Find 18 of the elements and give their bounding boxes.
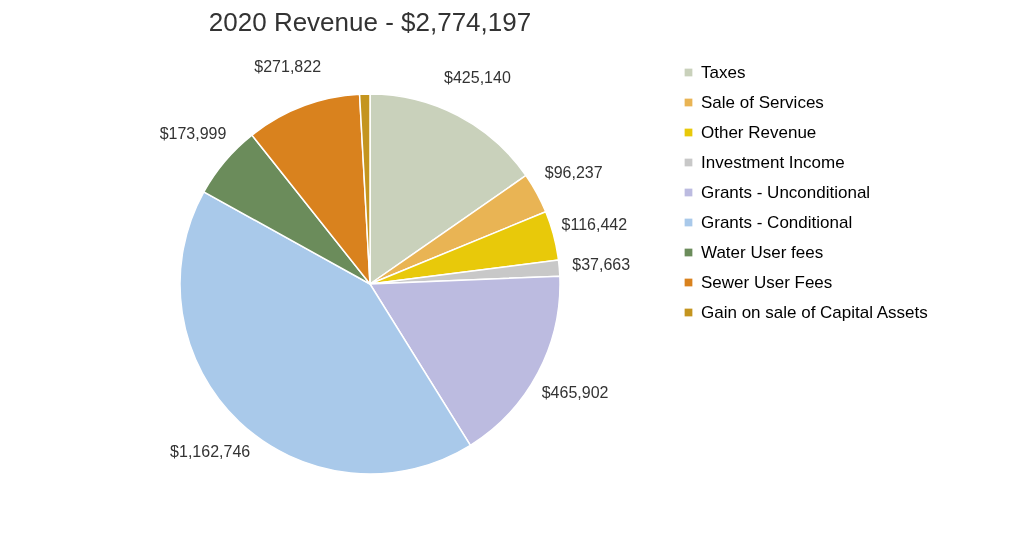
legend-label: Other Revenue bbox=[701, 122, 817, 142]
legend-label: Sewer User Fees bbox=[701, 272, 833, 292]
legend-label: Gain on sale of Capital Assets bbox=[701, 302, 928, 322]
data-label: $37,663 bbox=[572, 255, 631, 273]
data-label: $116,442 bbox=[561, 215, 628, 233]
legend-label: Grants - Conditional bbox=[701, 212, 853, 232]
legend-label: Investment Income bbox=[701, 152, 845, 172]
chart-title: 2020 Revenue - $2,774,197 bbox=[208, 7, 532, 38]
data-label: $425,140 bbox=[444, 69, 511, 87]
data-label: $271,822 bbox=[254, 58, 322, 76]
data-label: $1,162,746 bbox=[170, 443, 251, 461]
data-label: $465,902 bbox=[541, 383, 609, 401]
data-label: $96,237 bbox=[544, 163, 603, 181]
legend-label: Water User fees bbox=[701, 242, 824, 262]
legend-label: Sale of Services bbox=[701, 92, 824, 112]
data-label: $173,999 bbox=[159, 124, 227, 142]
legend-label: Grants - Unconditional bbox=[701, 182, 871, 202]
legend-label: Taxes bbox=[701, 62, 746, 82]
